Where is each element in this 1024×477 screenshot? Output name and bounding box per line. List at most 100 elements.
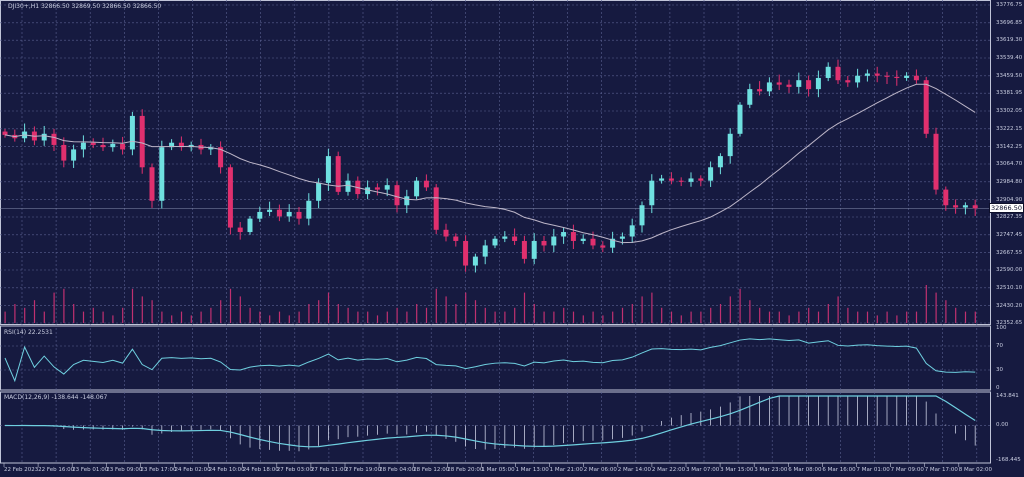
time-axis-label: 7 Mar 01:00 [856, 467, 890, 473]
candle-body [482, 245, 488, 257]
candle-body [51, 133, 57, 145]
candle-body [139, 115, 145, 168]
candle-body [815, 77, 821, 90]
candle-body [267, 209, 273, 212]
candle-body [590, 238, 596, 246]
candle-body [276, 209, 282, 217]
candle-body [296, 211, 302, 219]
candle-body [502, 236, 508, 239]
volume-bar [278, 311, 281, 323]
time-axis-label: 27 Feb 03:00 [276, 467, 313, 473]
candle-body [433, 187, 439, 230]
candle-body [90, 142, 96, 145]
price-axis-label: 32827.35 [996, 214, 1023, 220]
candle-body [472, 256, 478, 266]
candle-body [178, 142, 184, 148]
candle-body [512, 236, 518, 241]
candle-body [384, 185, 390, 190]
volume-bar [465, 292, 467, 323]
main-panel-frame [0, 0, 991, 325]
candle-body [698, 178, 704, 181]
volume-bar [582, 315, 584, 323]
price-axis-label: 32747.45 [996, 231, 1023, 238]
candle-body [776, 82, 782, 85]
volume-bar [259, 311, 261, 323]
volume-bar [141, 296, 143, 323]
volume-bar [200, 311, 202, 323]
volume-bar [308, 304, 310, 323]
volume-bar [788, 315, 790, 323]
candle-body [551, 236, 557, 246]
volume-bar [406, 311, 408, 323]
rsi-line [4, 338, 976, 383]
candle-body [845, 80, 851, 83]
time-axis-label: 2 Mar 06:00 [583, 467, 617, 473]
volume-bar [945, 300, 947, 323]
volume-bar [641, 296, 643, 323]
candle-body [169, 142, 175, 148]
candle-body [100, 144, 106, 148]
rsi-label: RSI(14) 22.2531 [4, 329, 53, 336]
volume-bar [651, 292, 653, 323]
candle-body [962, 205, 968, 208]
volume-bar [710, 307, 712, 323]
candle-body [786, 84, 792, 87]
candle-body [208, 147, 214, 150]
volume-bar [729, 296, 731, 323]
time-axis-label: 22 Feb 16:00 [38, 467, 75, 473]
price-axis-label: 32984.80 [996, 178, 1023, 185]
candle-body [933, 133, 939, 190]
macd-label: MACD(12,26,9) -138.644 -148.067 [4, 394, 108, 401]
volume-bar [63, 288, 65, 323]
price-axis-label: 32667.55 [996, 249, 1023, 256]
volume-bar [631, 304, 633, 323]
time-axis-label: 1 Mar 13:00 [515, 467, 549, 473]
volume-bar [915, 311, 918, 323]
volume-bar [739, 288, 741, 323]
price-axis-label: 33619.30 [996, 37, 1023, 44]
price-axis-label: 32352.65 [996, 320, 1023, 326]
candle-body [649, 180, 655, 206]
candle-body [41, 133, 47, 141]
volume-bar [357, 311, 359, 323]
time-axis-label: 3 Mar 07:00 [686, 467, 720, 473]
volume-bar [602, 315, 604, 323]
volume-bar [974, 311, 976, 323]
time-axis-label: 28 Feb 12:00 [413, 467, 450, 473]
volume-bar [612, 311, 614, 323]
volume-bar [494, 311, 496, 323]
candle-body [227, 167, 233, 228]
volume-bar [837, 296, 839, 323]
candle-body [717, 156, 723, 168]
rsi-axis-label: 100 [996, 325, 1007, 331]
volume-bar [239, 296, 241, 323]
volume-bar [670, 311, 673, 323]
time-axis-label: 3 Mar 15:00 [720, 467, 754, 473]
candle-body [561, 232, 567, 237]
time-axis-label: 28 Feb 20:00 [447, 467, 484, 473]
time-axis-label: 27 Feb 11:00 [310, 467, 347, 473]
volume-bar [190, 315, 192, 323]
volume-bar [445, 296, 447, 323]
price-axis-label: 33776.75 [996, 2, 1023, 8]
price-axis-label: 33696.85 [996, 19, 1023, 26]
volume-bar [680, 315, 682, 323]
volume-bar [327, 292, 330, 323]
candle-body [394, 185, 400, 206]
volume-bar [886, 311, 888, 323]
candle-body [688, 178, 694, 182]
volume-bar [298, 311, 300, 323]
volume-bar [484, 307, 486, 323]
candle-body [463, 240, 469, 266]
volume-bar [416, 304, 418, 323]
volume-bar [43, 311, 45, 323]
time-axis-label: 8 Mar 02:00 [958, 467, 993, 473]
volume-bar [661, 307, 663, 323]
candle-body [913, 75, 919, 81]
candle-body [218, 147, 224, 168]
volume-bar [210, 307, 212, 323]
volume-bar [553, 311, 555, 323]
moving-average-line [4, 83, 976, 244]
